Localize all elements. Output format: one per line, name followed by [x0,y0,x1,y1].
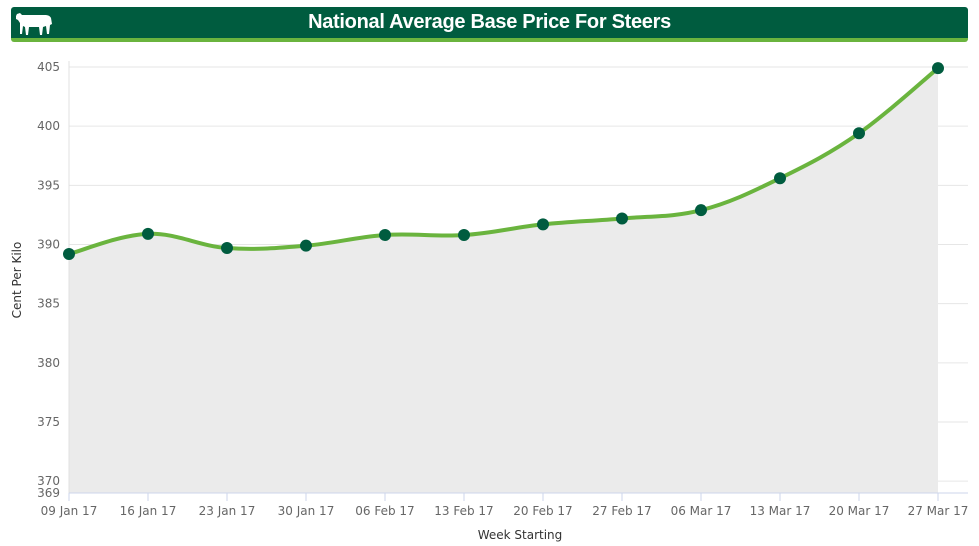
data-point [853,127,865,140]
y-tick-label: 370 [37,474,60,488]
x-tick-label: 13 Feb 17 [434,504,493,518]
data-point [616,212,628,225]
data-point [695,204,707,217]
data-point [932,62,944,75]
x-tick-label: 23 Jan 17 [199,504,256,518]
marker-layer [63,62,944,260]
x-tick-label: 20 Mar 17 [829,504,890,518]
x-tick-label: 27 Feb 17 [592,504,651,518]
data-point [458,229,470,242]
x-tick-label: 06 Feb 17 [355,504,414,518]
data-point [142,227,154,240]
x-tick-label: 16 Jan 17 [120,504,177,518]
x-tick-label: 20 Feb 17 [513,504,572,518]
chart-title-banner: National Average Base Price For Steers [11,7,968,42]
chart-title: National Average Base Price For Steers [308,11,671,33]
data-point [63,247,75,260]
y-tick-label: 385 [37,297,60,311]
x-tick-label: 13 Mar 17 [750,504,811,518]
x-tick-label: 30 Jan 17 [278,504,335,518]
y-tick-label: 375 [37,415,60,429]
series-line [67,66,940,256]
area-layer [69,68,938,493]
y-tick-label: 400 [37,119,60,133]
data-point [774,172,786,185]
data-point [300,239,312,252]
line-layer [67,66,940,256]
data-point [379,229,391,242]
y-tick-label: 380 [37,356,60,370]
data-point [537,218,549,231]
x-tick-label: 27 Mar 17 [908,504,969,518]
y-tick-label: 369 [37,486,60,500]
cow-icon [16,13,52,35]
axes-layer [68,61,968,501]
x-tick-label: 06 Mar 17 [671,504,732,518]
y-tick-label: 390 [37,238,60,252]
x-tick-label: 09 Jan 17 [41,504,98,518]
y-axis-title: Cent Per Kilo [10,242,24,319]
x-axis-title: Week Starting [478,528,563,542]
series-area [69,68,938,493]
y-tick-label: 405 [37,60,60,74]
data-point [221,242,233,255]
y-tick-label: 395 [37,178,60,192]
